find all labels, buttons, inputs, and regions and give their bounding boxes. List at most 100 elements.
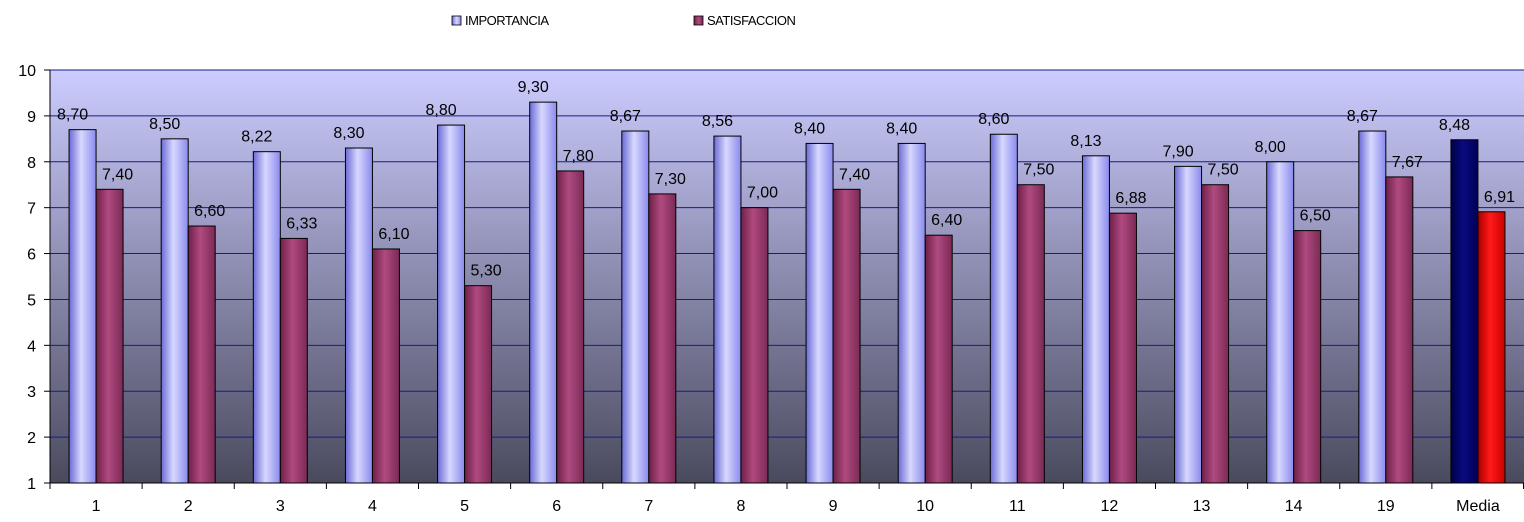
bar-satisfaccion-9	[832, 188, 861, 484]
data-label-importancia-9: 8,40	[794, 120, 825, 137]
legend: IMPORTANCIA SATISFACCION	[451, 13, 796, 28]
y-tick-label-1: 1	[27, 476, 36, 493]
y-tick-label-3: 3	[27, 384, 36, 401]
data-label-satisfaccion-13: 7,50	[1207, 162, 1238, 179]
bar-importancia-Media	[1450, 139, 1479, 484]
bar-satisfaccion-19	[1385, 176, 1414, 484]
x-tick-label-1: 1	[92, 498, 101, 515]
bar-satisfaccion-3	[279, 237, 308, 484]
bar-importancia-4	[344, 147, 373, 484]
data-label-importancia-10: 8,40	[886, 120, 917, 137]
bar-importancia-6	[529, 101, 558, 484]
bar-importancia-1	[68, 129, 97, 484]
bar-importancia-11	[989, 133, 1018, 484]
bar-importancia-14	[1266, 161, 1295, 484]
data-label-importancia-7: 8,67	[610, 108, 641, 125]
data-label-satisfaccion-1: 7,40	[102, 166, 133, 183]
x-tick-label-12: 12	[1101, 498, 1119, 515]
bar-satisfaccion-1	[95, 188, 124, 484]
data-label-satisfaccion-8: 7,00	[747, 185, 778, 202]
data-label-importancia-6: 9,30	[518, 79, 549, 96]
data-label-importancia-12: 8,13	[1070, 133, 1101, 150]
y-tick-label-9: 9	[27, 109, 36, 126]
x-tick-label-9: 9	[829, 498, 838, 515]
x-tick-label-14: 14	[1285, 498, 1303, 515]
x-tick-label-10: 10	[916, 498, 934, 515]
x-tick-label-11: 11	[1009, 498, 1026, 515]
data-label-satisfaccion-7: 7,30	[655, 171, 686, 188]
data-label-satisfaccion-4: 6,10	[378, 226, 409, 243]
bar-importancia-9	[805, 142, 834, 484]
x-tick-label-2: 2	[184, 498, 193, 515]
legend-label-satisfaccion: SATISFACCION	[707, 13, 795, 28]
bar-satisfaccion-6	[556, 170, 585, 484]
x-tick-label-Media: Media	[1456, 498, 1500, 515]
bar-importancia-7	[621, 130, 650, 484]
y-tick-label-2: 2	[27, 430, 36, 447]
data-label-importancia-1: 8,70	[57, 107, 88, 124]
data-label-importancia-19: 8,67	[1347, 108, 1378, 125]
data-label-satisfaccion-19: 7,67	[1392, 154, 1423, 171]
y-tick-label-7: 7	[27, 201, 36, 218]
bar-importancia-5	[437, 124, 466, 484]
data-labels: 8,70 7,40 8,50 6,60 8,22 6,33 8,30 6,10 8,80 5,30…	[57, 79, 1515, 280]
data-label-satisfaccion-6: 7,80	[563, 148, 594, 165]
bar-importancia-10	[897, 142, 926, 484]
x-tick-label-5: 5	[460, 498, 469, 515]
data-label-importancia-14: 8,00	[1255, 139, 1286, 156]
legend-label-importancia: IMPORTANCIA	[465, 13, 549, 28]
y-tick-label-8: 8	[27, 155, 36, 172]
data-label-importancia-3: 8,22	[241, 129, 272, 146]
bar-importancia-3	[252, 151, 281, 484]
data-label-satisfaccion-11: 7,50	[1023, 162, 1054, 179]
data-label-importancia-4: 8,30	[333, 125, 364, 142]
data-label-importancia-Media: 8,48	[1439, 117, 1470, 134]
data-label-satisfaccion-3: 6,33	[286, 215, 317, 232]
x-tick-label-19: 19	[1377, 498, 1395, 515]
bar-satisfaccion-13	[1201, 184, 1230, 484]
data-label-satisfaccion-2: 6,60	[194, 203, 225, 220]
bar-satisfaccion-11	[1016, 184, 1045, 484]
bar-satisfaccion-4	[371, 248, 400, 484]
x-tick-label-13: 13	[1193, 498, 1211, 515]
data-label-satisfaccion-10: 6,40	[931, 212, 962, 229]
legend-swatch-satisfaccion	[693, 15, 704, 26]
y-tick-label-10: 10	[18, 63, 36, 80]
bar-satisfaccion-Media	[1477, 211, 1506, 484]
bar-satisfaccion-2	[187, 225, 216, 484]
bar-satisfaccion-7	[648, 193, 677, 484]
legend-swatch-importancia	[451, 15, 462, 26]
x-tick-label-4: 4	[368, 498, 377, 515]
bar-importancia-2	[160, 138, 189, 484]
data-label-importancia-2: 8,50	[149, 116, 180, 133]
bar-satisfaccion-5	[464, 285, 493, 484]
data-label-importancia-5: 8,80	[425, 102, 456, 119]
data-label-importancia-13: 7,90	[1162, 143, 1193, 160]
bar-importancia-13	[1174, 165, 1203, 484]
data-label-importancia-11: 8,60	[978, 111, 1009, 128]
data-label-satisfaccion-14: 6,50	[1300, 208, 1331, 225]
bar-importancia-12	[1081, 155, 1110, 484]
bar-importancia-8	[713, 135, 742, 484]
x-tick-label-3: 3	[276, 498, 285, 515]
data-label-importancia-8: 8,56	[702, 113, 733, 130]
data-label-satisfaccion-Media: 6,91	[1484, 189, 1515, 206]
data-label-satisfaccion-9: 7,40	[839, 166, 870, 183]
x-tick-label-7: 7	[644, 498, 653, 515]
x-tick-label-6: 6	[552, 498, 561, 515]
bar-satisfaccion-10	[924, 234, 953, 484]
x-tick-label-8: 8	[736, 498, 745, 515]
data-label-satisfaccion-12: 6,88	[1115, 190, 1146, 207]
y-tick-label-4: 4	[27, 338, 36, 355]
bar-satisfaccion-14	[1293, 230, 1322, 484]
bar-importancia-19	[1358, 130, 1387, 484]
y-tick-label-6: 6	[27, 247, 36, 264]
bars	[68, 101, 1506, 484]
y-tick-label-5: 5	[27, 292, 36, 309]
data-label-satisfaccion-5: 5,30	[470, 263, 501, 280]
bar-satisfaccion-12	[1108, 212, 1137, 484]
bar-satisfaccion-8	[740, 207, 769, 484]
